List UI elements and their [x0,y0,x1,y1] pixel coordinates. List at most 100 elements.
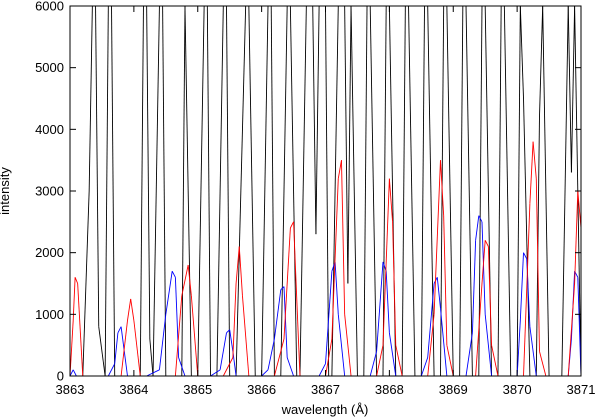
series-0-segment [280,5,288,377]
y-tick-label: 0 [57,369,64,384]
series-2-segment [532,141,537,179]
series-0-segment [184,5,192,377]
series-0-segment [299,5,307,377]
series-0-segment [382,5,387,377]
series-1-segment [178,357,186,377]
series-0-segment [567,5,572,173]
series-2-segment [523,203,531,377]
x-tick-label: 3864 [119,382,148,397]
series-1-segment [273,289,282,340]
series-0-segment [459,5,464,377]
series-1-segment [484,314,493,377]
series-1-segment [577,277,582,377]
series-2-segment [491,345,499,377]
x-tick-label: 3865 [183,382,212,397]
series-0-segment [369,5,378,377]
series-2-segment [529,141,534,204]
series-2-segment [392,221,397,346]
series-0-segment [226,5,231,377]
series-2-segment [567,283,576,377]
series-0-segment [206,5,211,377]
series-2-segment [293,221,301,377]
series-0-segment [82,190,90,377]
series-1-segment [376,261,384,352]
series-1-segment [318,363,326,377]
x-tick-label: 3863 [56,382,85,397]
series-2-segment [382,178,390,346]
series-2-segment [120,320,128,377]
series-0-segment [420,5,425,377]
series-2-segment [388,178,394,222]
series-1-segment [337,314,346,377]
series-2-segment [331,178,339,340]
x-tick-label: 3867 [311,382,340,397]
series-0-segment [216,5,224,377]
series-0-segment [539,5,544,118]
series-0-segment [162,5,167,377]
series-0-segment [408,5,416,377]
x-tick-label: 3868 [375,382,404,397]
series-2-segment [574,190,579,284]
series-0-segment [570,5,576,173]
series-0-segment [347,5,352,284]
series-2-segment [222,357,234,377]
series-2-segment [433,160,441,315]
series-0-segment [146,5,151,340]
y-tick-label: 6000 [35,0,64,14]
series-0-segment [181,5,186,377]
series-0-segment [503,5,512,377]
series-1-segment [325,271,333,364]
series-2-segment [341,160,346,315]
series-1-segment [69,369,74,377]
series-1-segment [475,215,480,241]
series-1-segment [388,332,397,377]
series-0-segment [401,5,406,377]
series-1-segment [465,332,473,377]
series-0-segment [270,5,275,377]
series-1-segment [385,271,390,333]
series-0-segment [139,5,144,377]
series-0-segment [516,5,521,377]
series-2-segment [440,160,445,216]
series-0-segment [561,5,569,377]
series-1-segment [226,329,231,334]
series-1-segment [478,215,483,223]
series-0-segment [289,5,298,377]
series-0-segment [197,5,205,377]
series-2-segment [427,314,435,377]
series-1-segment [427,283,435,358]
series-2-segment [344,314,352,377]
series-1-segment [267,338,275,370]
series-2-segment [133,320,141,377]
series-2-segment [577,190,582,229]
series-0-segment [261,5,269,377]
y-tick-label: 5000 [35,60,64,75]
series-1-segment [516,320,521,377]
series-0-segment [235,5,247,377]
series-0-segment [88,5,93,192]
series-2-segment [481,240,486,284]
series-2-segment [174,295,183,377]
series-2-segment [72,277,76,321]
series-0-segment [497,5,502,377]
series-2-segment [242,295,250,377]
x-tick-label: 3870 [503,382,532,397]
series-2-segment [238,246,243,296]
series-2-segment [273,338,285,377]
series-0-segment [523,98,531,377]
series-0-segment [315,5,320,235]
series-1-segment [261,369,269,377]
series-2-segment [74,277,79,284]
series-2-segment [77,283,84,377]
series-0-segment [350,5,358,377]
x-axis-label: wavelength (Å) [281,402,369,417]
series-2-segment [376,345,384,377]
series-2-segment [395,345,403,377]
series-1-segment [420,357,429,377]
series-2-segment [232,283,237,358]
series-0-segment [104,5,109,377]
y-axis-label: intensity [0,167,12,215]
series-2-segment [289,221,294,229]
axes: 3863 3864 3865 3866 3867 3868 3869 3870 3871 0 100… [35,0,595,397]
series-1-segment [146,369,160,377]
